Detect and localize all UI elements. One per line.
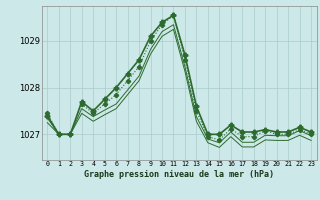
X-axis label: Graphe pression niveau de la mer (hPa): Graphe pression niveau de la mer (hPa) [84,170,274,179]
